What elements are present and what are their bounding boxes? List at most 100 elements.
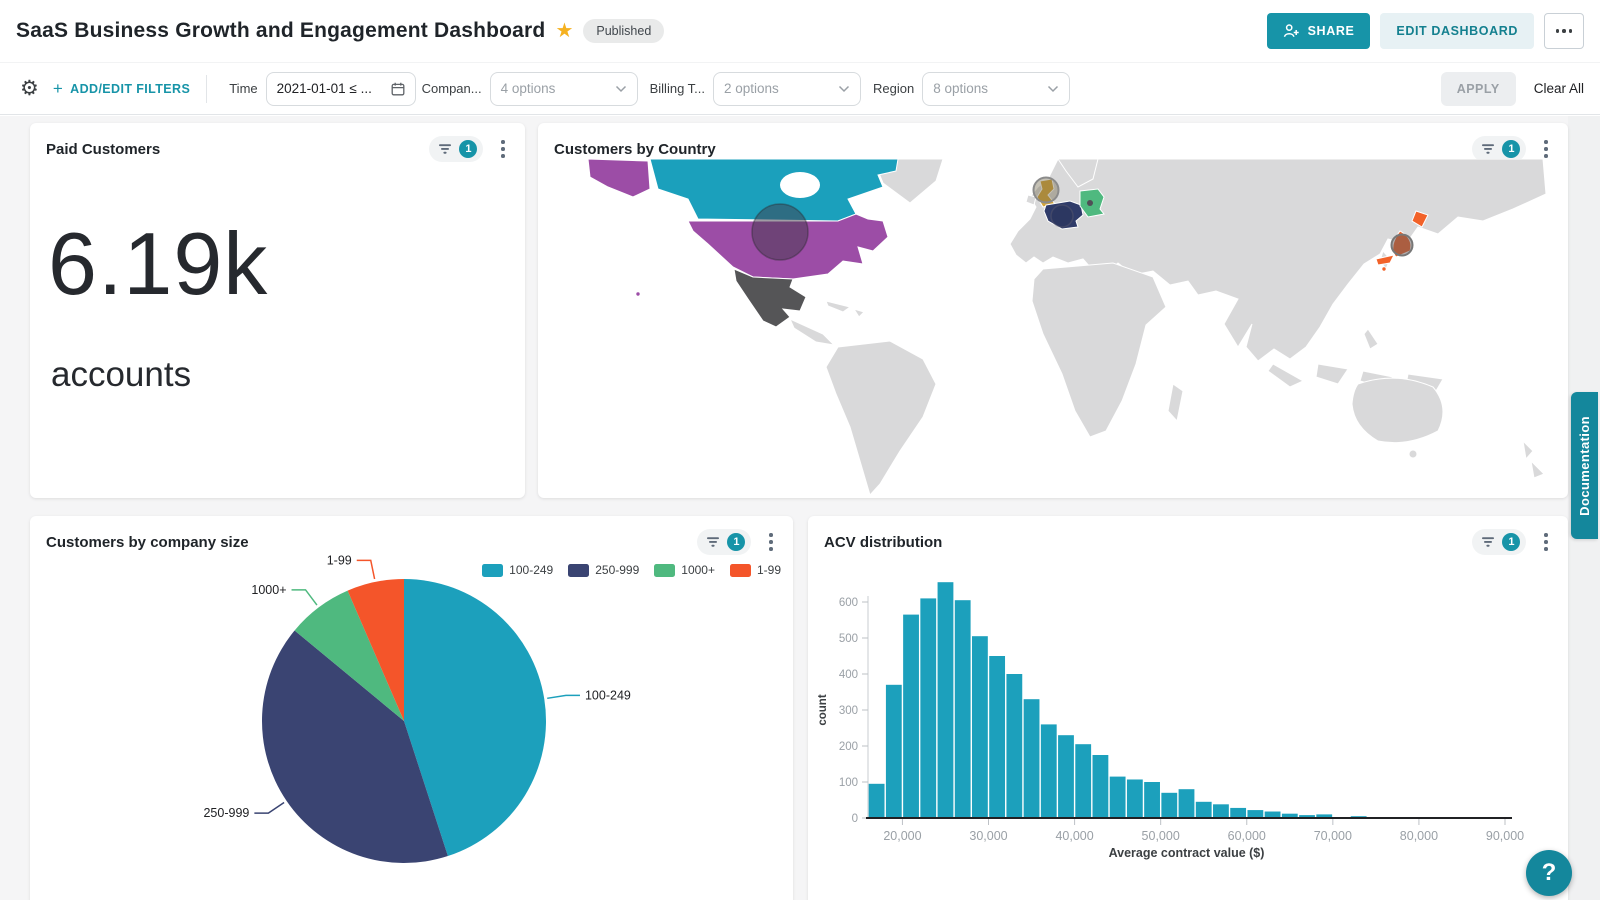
settings-gear-icon[interactable]: ⚙	[20, 77, 39, 100]
bubble-france[interactable]	[1050, 204, 1074, 228]
scandinavia	[1057, 159, 1099, 188]
favorite-star-icon[interactable]: ★	[555, 20, 574, 42]
pie-chart: 100-249 250-999 1000+ 1-99	[203, 553, 631, 863]
y-tick-label: 200	[839, 741, 858, 753]
tile-paid-customers: Paid Customers 1 6.19k accounts	[30, 123, 525, 498]
billing-type-filter-select[interactable]: 2 options	[713, 71, 862, 106]
world-map	[587, 159, 1547, 496]
kebab-menu-button[interactable]	[497, 136, 509, 161]
bubble-usa[interactable]	[751, 203, 809, 261]
x-tick-label: 40,000	[1055, 829, 1093, 843]
documentation-tab[interactable]: Documentation	[1571, 392, 1598, 539]
bubble-germany[interactable]	[1087, 200, 1093, 206]
hist-bar[interactable]	[1161, 792, 1178, 818]
legend-item[interactable]: 250-999	[568, 563, 639, 577]
region-filter-select[interactable]: 8 options	[922, 71, 1071, 106]
company-size-filter-value: 4 options	[500, 81, 556, 96]
share-button[interactable]: SHARE	[1266, 13, 1371, 49]
x-tick-label: 90,000	[1486, 829, 1524, 843]
hist-bar[interactable]	[937, 582, 954, 818]
hist-bar[interactable]	[1178, 789, 1195, 818]
hist-bar[interactable]	[954, 600, 971, 818]
pie-slice-250-999[interactable]	[262, 630, 448, 863]
tile-filter-pill[interactable]: 1	[1472, 529, 1527, 555]
filter-list-icon	[439, 144, 452, 154]
country-canada[interactable]	[649, 159, 899, 222]
legend-item[interactable]: 1000+	[654, 563, 715, 577]
hist-bar[interactable]	[868, 783, 885, 818]
country-france[interactable]	[1043, 200, 1084, 230]
hist-bar[interactable]	[1075, 744, 1092, 818]
hist-bar[interactable]	[1144, 782, 1160, 818]
hist-bar[interactable]	[1092, 755, 1109, 818]
tile-filter-pill[interactable]: 1	[697, 529, 752, 555]
pie-slice-1000+[interactable]	[294, 590, 404, 721]
hist-bar[interactable]	[1058, 735, 1074, 818]
page-title: SaaS Business Growth and Engagement Dash…	[16, 19, 546, 42]
kebab-menu-button[interactable]	[1540, 136, 1552, 161]
edit-dashboard-button[interactable]: EDIT DASHBOARD	[1380, 13, 1534, 49]
hist-bar[interactable]	[1126, 779, 1143, 818]
kebab-menu-button[interactable]	[765, 529, 777, 554]
hist-bar[interactable]	[989, 656, 1006, 818]
kebab-menu-button[interactable]	[1540, 529, 1552, 554]
tile-filter-pill[interactable]: 1	[1472, 136, 1527, 162]
tile-filter-pill[interactable]: 1	[429, 136, 484, 162]
ellipsis-icon	[1555, 29, 1573, 33]
hist-bar[interactable]	[1195, 801, 1212, 818]
hist-bar[interactable]	[971, 636, 988, 818]
pie-slice-100-249[interactable]	[404, 579, 546, 857]
divider	[206, 74, 208, 103]
calendar-icon	[391, 82, 405, 95]
legend-swatch	[654, 563, 676, 577]
time-filter-input[interactable]: 2021-01-01 ≤ ...	[265, 71, 416, 106]
hist-bar[interactable]	[903, 614, 919, 818]
filter-bar: ⚙ + ADD/EDIT FILTERS Time 2021-01-01 ≤ .…	[0, 62, 1600, 115]
apply-button[interactable]: APPLY	[1440, 71, 1516, 106]
indonesia-1	[1267, 363, 1305, 388]
cuba	[825, 300, 852, 313]
hist-bar[interactable]	[1316, 814, 1333, 818]
hist-bar[interactable]	[1299, 815, 1315, 818]
country-usa-hawaii[interactable]	[635, 291, 641, 297]
hist-bar[interactable]	[1247, 810, 1264, 818]
hist-bar[interactable]	[1006, 674, 1023, 818]
hist-bar[interactable]	[1040, 724, 1057, 818]
hist-bar[interactable]	[1213, 804, 1229, 818]
filter-count-badge: 1	[1502, 140, 1521, 158]
filter-count-badge: 1	[727, 533, 746, 551]
more-menu-button[interactable]	[1544, 13, 1584, 49]
tile-title: Customers by company size	[46, 533, 249, 551]
hist-bar[interactable]	[920, 598, 937, 818]
philippines	[1363, 328, 1379, 350]
country-mexico[interactable]	[733, 268, 807, 328]
hist-bar[interactable]	[1264, 811, 1281, 818]
share-label: SHARE	[1307, 24, 1355, 38]
clear-all-button[interactable]: Clear All	[1533, 81, 1584, 96]
filter-label-company: Compan...	[421, 81, 482, 96]
hist-bar[interactable]	[1023, 699, 1040, 818]
hist-bar[interactable]	[1281, 813, 1298, 818]
company-size-filter-select[interactable]: 4 options	[489, 71, 638, 106]
pie-slice-1-99[interactable]	[347, 579, 404, 721]
tile-header: Customers by company size 1	[30, 516, 793, 561]
add-edit-filters-button[interactable]: + ADD/EDIT FILTERS	[53, 80, 190, 97]
hist-bar[interactable]	[1230, 807, 1247, 818]
legend-swatch	[568, 563, 590, 577]
legend-item[interactable]: 100-249	[482, 563, 553, 577]
add-edit-filters-label: ADD/EDIT FILTERS	[70, 81, 191, 96]
x-axis-title: Average contract value ($)	[1109, 846, 1265, 860]
country-usa-alaska[interactable]	[587, 159, 651, 198]
pie-leader-line	[254, 801, 285, 814]
help-button[interactable]: ?	[1526, 850, 1572, 896]
legend-item[interactable]: 1-99	[729, 563, 781, 577]
bubble-japan[interactable]	[1390, 233, 1414, 257]
hist-bar[interactable]	[885, 684, 902, 818]
bubble-uk[interactable]	[1032, 176, 1060, 204]
tile-company-size: Customers by company size 1 100-249 250-9…	[30, 516, 793, 900]
y-tick-label: 600	[839, 597, 858, 609]
hist-bar[interactable]	[1109, 776, 1126, 818]
x-tick-label: 70,000	[1314, 829, 1352, 843]
y-axis-title: count	[817, 694, 829, 725]
y-tick-label: 300	[839, 705, 858, 717]
